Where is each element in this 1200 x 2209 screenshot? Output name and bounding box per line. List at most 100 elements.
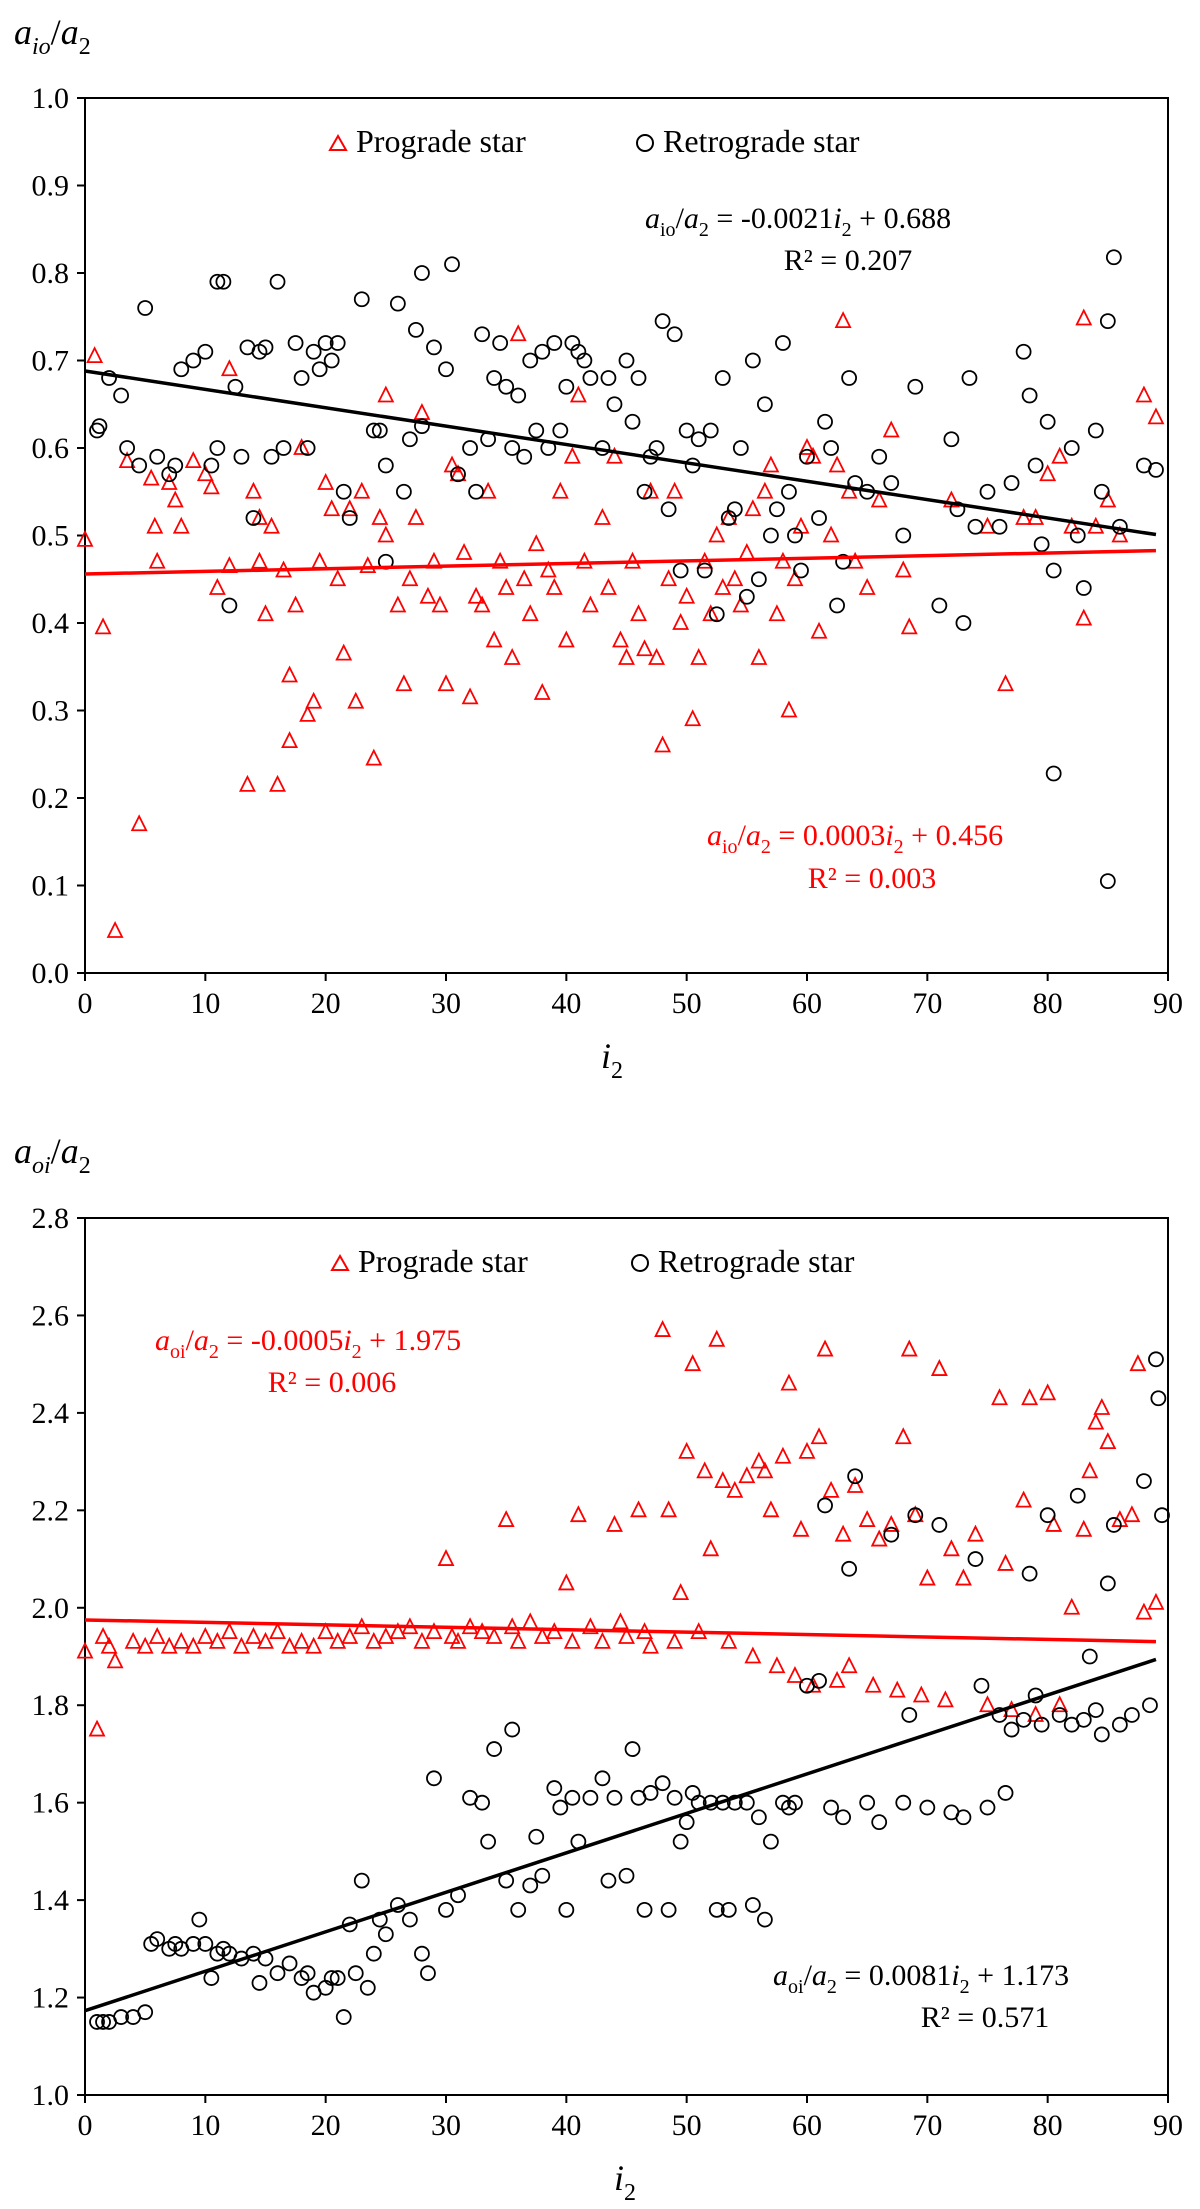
prograde-point <box>762 1500 780 1518</box>
retrograde-point <box>197 343 214 360</box>
prograde-point <box>1147 407 1165 425</box>
prograde-point <box>642 1636 660 1654</box>
prograde-point <box>479 481 497 499</box>
prograde-point <box>1015 1490 1033 1508</box>
prograde-point <box>768 604 786 622</box>
retrograde-point <box>744 352 761 369</box>
prograde-point <box>786 569 804 587</box>
prograde-point <box>822 1480 840 1498</box>
prograde-point <box>936 1690 954 1708</box>
prograde-point <box>251 551 268 569</box>
prograde-point <box>449 1631 467 1649</box>
retrograde-point <box>131 457 148 474</box>
prograde-point <box>413 1631 431 1649</box>
prograde-point <box>503 647 521 665</box>
retrograde-point <box>931 597 948 614</box>
retrograde-point <box>841 1560 858 1577</box>
retrograde-point <box>426 339 442 356</box>
prograde-point <box>341 499 359 517</box>
y-tick-label: 0.6 <box>32 432 70 465</box>
retrograde-point <box>534 1867 551 1884</box>
retrograde-point <box>191 1911 208 1928</box>
prograde-point <box>834 311 852 329</box>
prograde-point <box>654 1320 672 1337</box>
x-tick-label: 40 <box>551 2109 581 2142</box>
retrograde-point <box>787 1794 803 1811</box>
retrograde-point <box>359 1979 376 1996</box>
retrograde-point <box>859 1794 876 1811</box>
retrograde-point <box>89 2014 105 2030</box>
prograde-point <box>184 451 202 469</box>
prograde-point <box>238 774 256 792</box>
prograde-point <box>118 451 136 469</box>
retrograde-point <box>516 448 533 465</box>
retrograde-point <box>353 1872 370 1889</box>
retrograde-point <box>618 1867 635 1884</box>
prograde-point <box>377 525 395 543</box>
retrograde-point <box>91 418 108 435</box>
retrograde-point <box>420 1965 436 1982</box>
retrograde-point <box>474 326 491 343</box>
prograde-point <box>269 774 286 792</box>
prograde-point <box>810 1427 828 1445</box>
prograde-point <box>1045 1514 1063 1532</box>
prograde-point <box>299 704 317 722</box>
y-tick-label: 0.4 <box>32 607 70 640</box>
prograde-point <box>732 595 750 613</box>
prograde-point <box>630 1500 647 1518</box>
retrograde-point <box>263 448 280 465</box>
x-tick-label: 70 <box>912 987 942 1020</box>
prograde-point <box>395 674 413 692</box>
prograde-point <box>76 529 94 547</box>
prograde-point <box>347 691 365 709</box>
retrograde-point <box>919 1799 936 1816</box>
prograde-point <box>1135 385 1153 403</box>
prograde-point <box>461 687 479 705</box>
equation-prograde-top: aio/a2 = 0.0003i2 + 0.456 <box>707 819 1003 858</box>
retrograde-point <box>763 527 779 544</box>
prograde-point <box>684 709 702 727</box>
prograde-point <box>702 604 720 622</box>
prograde-point <box>798 1441 816 1459</box>
prograde-point <box>551 481 569 499</box>
legend-retrograde-label: Retrograde star <box>658 1243 855 1279</box>
retrograde-point <box>137 2004 154 2021</box>
retrograde-point <box>203 1970 220 1986</box>
retrograde-point <box>552 1799 569 1816</box>
prograde-point <box>533 682 551 700</box>
prograde-point <box>816 1339 834 1357</box>
prograde-point <box>365 1631 383 1649</box>
y-tick-label: 1.0 <box>32 2079 70 2112</box>
prograde-point <box>329 1631 347 1649</box>
prograde-point <box>569 385 587 403</box>
prograde-point <box>443 1626 461 1644</box>
prograde-point <box>419 586 437 604</box>
retrograde-point <box>323 1970 340 1986</box>
x-tick-label: 10 <box>190 987 220 1020</box>
prograde-point <box>245 1626 262 1644</box>
prograde-point <box>184 1636 202 1654</box>
prograde-point <box>94 1626 112 1644</box>
x-tick-label: 90 <box>1153 2109 1183 2142</box>
prograde-point <box>389 1622 407 1640</box>
retrograde-point <box>955 1809 972 1826</box>
retrograde-point <box>564 1789 581 1806</box>
prograde-point <box>142 468 160 486</box>
retrograde-point <box>871 1814 888 1831</box>
y-tick-label: 2.6 <box>32 1299 70 1332</box>
prograde-point <box>281 731 299 749</box>
prograde-point <box>377 385 395 403</box>
retrograde-point <box>672 562 689 579</box>
prograde-point <box>232 1636 250 1654</box>
y-tick-label: 1.8 <box>32 1689 70 1722</box>
prograde-point <box>389 595 407 613</box>
retrograde-point <box>654 1775 671 1792</box>
retrograde-point <box>269 1965 286 1982</box>
prograde-point <box>744 1646 762 1664</box>
retrograde-point <box>275 440 292 456</box>
prograde-point <box>1135 1602 1153 1620</box>
prograde-point <box>593 507 611 525</box>
prograde-point <box>431 595 449 613</box>
prograde-point <box>353 481 371 499</box>
